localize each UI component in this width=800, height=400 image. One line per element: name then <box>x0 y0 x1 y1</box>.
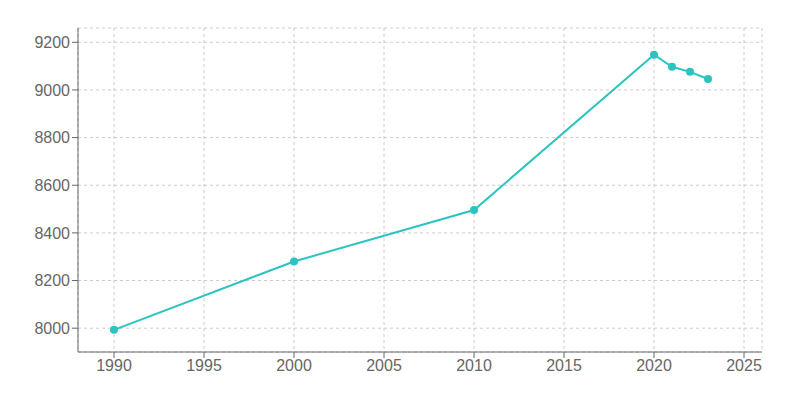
svg-text:2015: 2015 <box>546 357 582 374</box>
svg-text:9200: 9200 <box>34 34 70 51</box>
svg-text:2010: 2010 <box>456 357 492 374</box>
svg-text:2000: 2000 <box>276 357 312 374</box>
svg-text:8600: 8600 <box>34 177 70 194</box>
svg-text:2020: 2020 <box>636 357 672 374</box>
svg-text:1990: 1990 <box>96 357 132 374</box>
svg-text:9000: 9000 <box>34 82 70 99</box>
svg-text:8800: 8800 <box>34 129 70 146</box>
svg-text:2005: 2005 <box>366 357 402 374</box>
svg-text:1995: 1995 <box>186 357 222 374</box>
svg-text:8000: 8000 <box>34 320 70 337</box>
svg-text:8200: 8200 <box>34 272 70 289</box>
svg-text:8400: 8400 <box>34 225 70 242</box>
svg-text:2025: 2025 <box>726 357 762 374</box>
